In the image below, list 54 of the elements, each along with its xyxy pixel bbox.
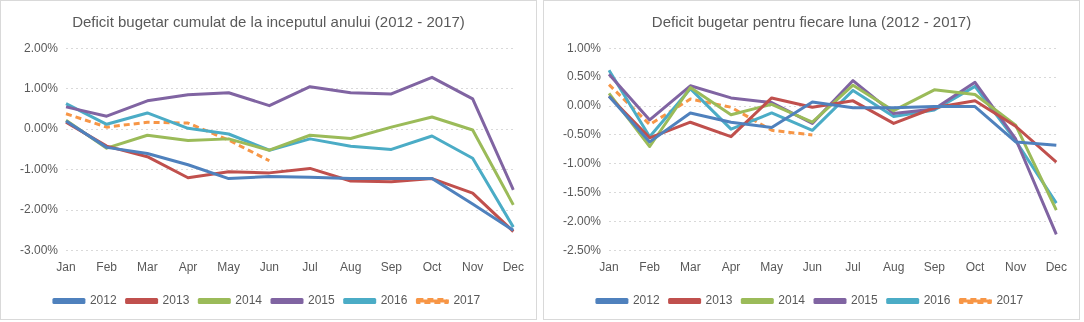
legend-label: 2014 [234,293,262,308]
chart-title: Deficit bugetar cumulat de la inceputul anului (2012 - 2017) [72,12,465,32]
y-tick-label: -1.00% [562,156,601,171]
y-tick-label: 0.00% [566,98,601,113]
y-tick-label: -0.50% [562,127,601,142]
y-tick-label: 2.00% [23,40,58,55]
x-tick-label: Dec [1045,260,1067,275]
y-tick-label: -2.00% [19,202,58,217]
y-tick-label: 1.00% [23,80,58,95]
x-tick-label: Dec [502,260,524,275]
y-tick-label: -2.50% [562,242,601,257]
legend-label: 2016 [923,293,951,308]
x-tick-label: Sep [380,260,402,275]
x-tick-label: Apr [721,260,740,275]
legend-label: 2017 [995,293,1023,308]
line-series [64,112,271,163]
x-tick-label: May [216,260,240,275]
line-series [607,83,814,137]
x-tick-label: Apr [178,260,197,275]
legend-label: 2012 [89,293,117,308]
x-tick-label: Jul [844,260,861,275]
x-tick-label: Sep [923,260,945,275]
x-tick-label: Aug [882,260,904,275]
y-tick-label: -1.50% [562,185,601,200]
legend-label: 2015 [307,293,335,308]
x-tick-label: Jan [55,260,76,275]
x-tick-label: Feb [95,260,117,275]
x-tick-label: Jun [802,260,822,275]
x-tick-label: Aug [339,260,361,275]
x-tick-label: Mar [679,260,701,275]
x-tick-label: Mar [136,260,158,275]
x-tick-label: Jan [598,260,619,275]
x-tick-label: Nov [1004,260,1026,275]
x-tick-label: Oct [422,260,442,275]
y-tick-label: 0.00% [23,121,58,136]
legend-label: 2013 [705,293,733,308]
x-tick-label: Jul [301,260,318,275]
x-tick-label: Jun [259,260,279,275]
y-tick-label: -2.00% [562,214,601,228]
legend-label: 2014 [777,293,805,308]
x-tick-label: Nov [461,260,483,275]
legend-label: 2015 [850,293,878,308]
y-tick-label: 1.00% [566,40,601,55]
chart-title: Deficit bugetar pentru fiecare luna (2012 - 2017) [651,12,972,32]
legend-label: 2017 [452,293,480,308]
legend-label: 2016 [380,293,408,308]
legend-label: 2013 [162,293,190,308]
y-tick-label: 0.50% [566,69,601,84]
legend-label: 2012 [632,293,660,308]
x-tick-label: Feb [638,260,660,275]
x-tick-label: Oct [965,260,985,275]
x-tick-label: May [759,260,783,275]
y-tick-label: -1.00% [19,161,58,176]
y-tick-label: -3.00% [19,242,58,257]
